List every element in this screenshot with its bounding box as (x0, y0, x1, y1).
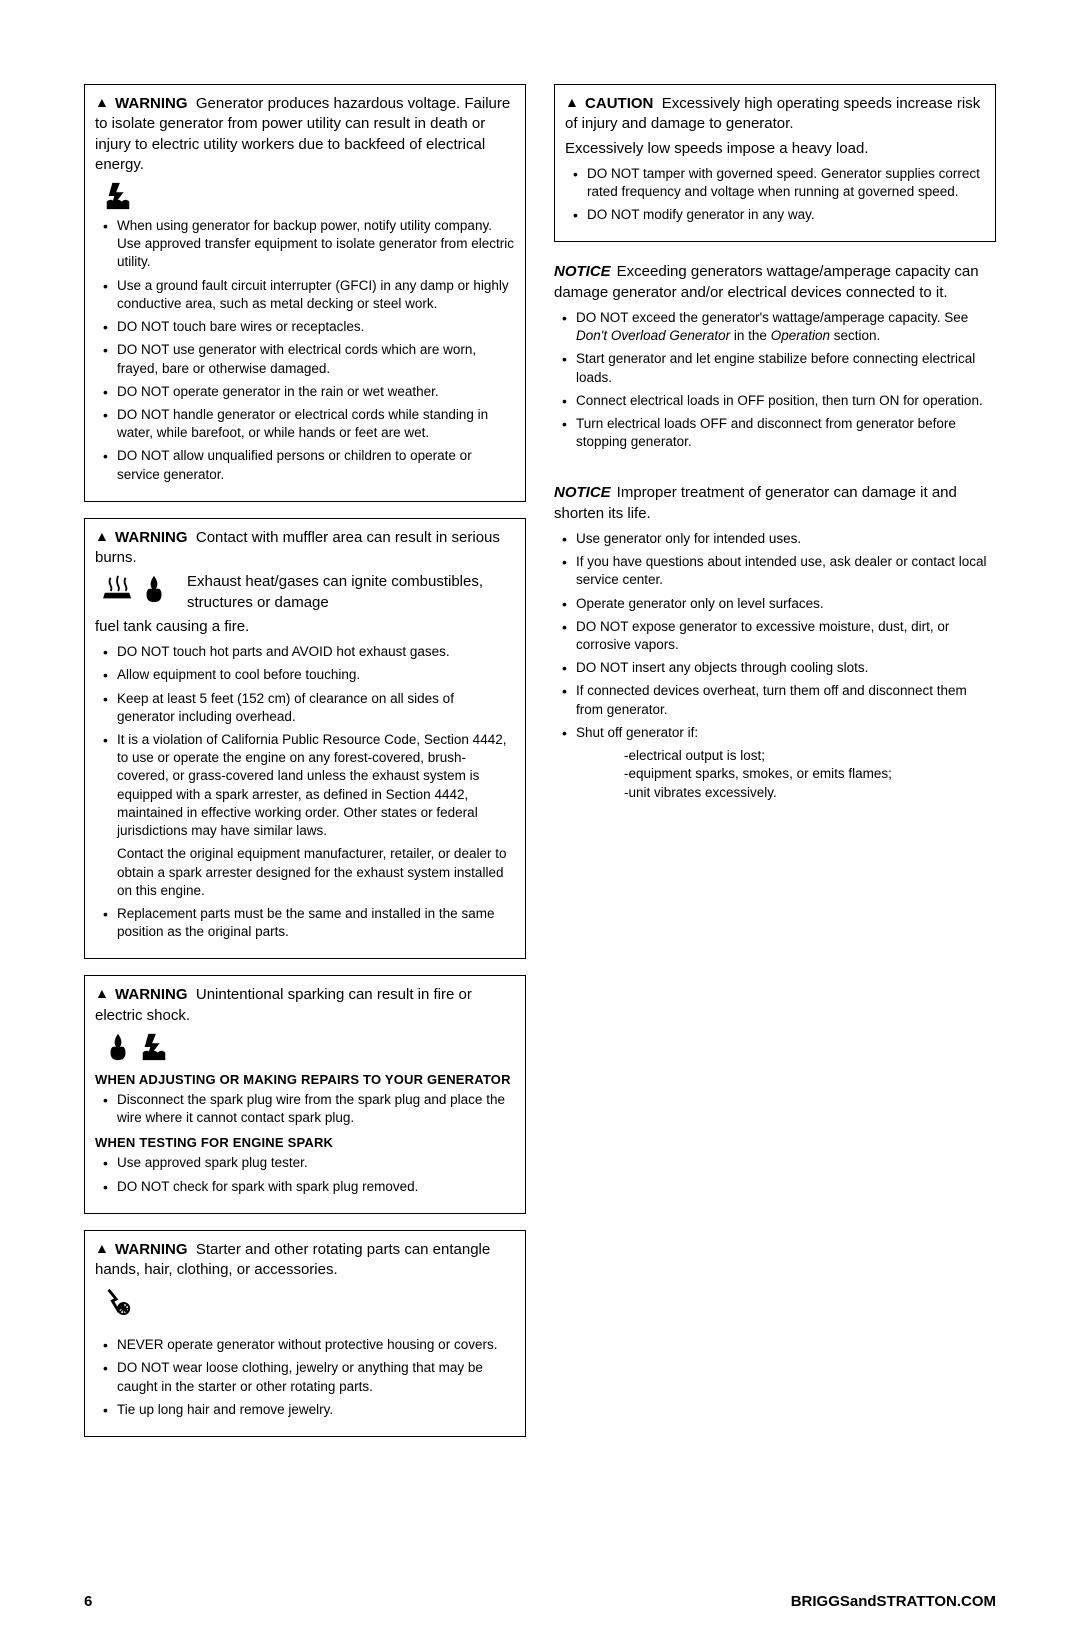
heat-fire-icons (103, 574, 169, 604)
list-item: DO NOT handle generator or electrical co… (95, 406, 515, 442)
notice-text: Exceeding generators wattage/amperage ca… (554, 263, 979, 300)
bullet-list: Disconnect the spark plug wire from the … (95, 1091, 515, 1127)
list-item: Use approved spark plug tester. (95, 1154, 515, 1172)
subhead-adjusting: WHEN ADJUSTING OR MAKING REPAIRS TO YOUR… (95, 1072, 515, 1087)
list-item: DO NOT touch bare wires or receptacles. (95, 318, 515, 336)
bullet-list: NEVER operate generator without protecti… (95, 1336, 515, 1419)
shutoff-sub: -unit vibrates excessively. (554, 784, 996, 802)
list-item: DO NOT touch hot parts and AVOID hot exh… (95, 643, 515, 661)
list-item: DO NOT operate generator in the rain or … (95, 383, 515, 401)
shock-icon (103, 181, 133, 211)
list-item: Turn electrical loads OFF and disconnect… (554, 415, 996, 451)
warning-rotating-box: ▲ WARNING Starter and other rotating par… (84, 1230, 526, 1437)
warning-label: WARNING (115, 95, 188, 112)
list-item: DO NOT insert any objects through coolin… (554, 659, 996, 677)
bullet-list: Use approved spark plug tester. DO NOT c… (95, 1154, 515, 1195)
notice-label: NOTICE (554, 263, 611, 280)
entangle-icon (103, 1286, 133, 1316)
shutoff-sub: -electrical output is lost; (554, 747, 996, 765)
caution-label: CAUTION (585, 95, 653, 112)
continuation-text: fuel tank causing a fire. (95, 617, 515, 637)
list-item: DO NOT modify generator in any way. (565, 206, 985, 224)
notice-label: NOTICE (554, 484, 611, 501)
warning-label: WARNING (115, 986, 188, 1003)
bullet-list: Use generator only for intended uses. If… (554, 530, 996, 742)
caution-line2: Excessively low speeds impose a heavy lo… (565, 139, 985, 159)
sub-note: Contact the original equipment manufactu… (95, 845, 515, 900)
fire-icon (103, 1032, 133, 1062)
shock-icon (139, 1032, 169, 1062)
warning-muffler-box: ▲ WARNING Contact with muffler area can … (84, 518, 526, 960)
list-item: NEVER operate generator without protecti… (95, 1336, 515, 1354)
list-item: Start generator and let engine stabilize… (554, 350, 996, 386)
list-item: DO NOT allow unqualified persons or chil… (95, 447, 515, 483)
list-item: When using generator for backup power, n… (95, 217, 515, 272)
warning-label: WARNING (115, 529, 188, 546)
notice-treatment: NOTICEImproper treatment of generator ca… (554, 483, 996, 524)
alert-triangle-icon: ▲ (95, 1240, 109, 1256)
right-column: ▲ CAUTION Excessively high operating spe… (554, 84, 996, 1453)
notice-wattage: NOTICEExceeding generators wattage/amper… (554, 262, 996, 303)
list-item: Tie up long hair and remove jewelry. (95, 1401, 515, 1419)
shutoff-sub: -equipment sparks, smokes, or emits flam… (554, 765, 996, 783)
fire-icon (139, 574, 169, 604)
bullet-list: When using generator for backup power, n… (95, 217, 515, 484)
alert-triangle-icon: ▲ (95, 528, 109, 544)
list-item: If connected devices overheat, turn them… (554, 682, 996, 718)
left-column: ▲ WARNING Generator produces hazardous v… (84, 84, 526, 1453)
alert-triangle-icon: ▲ (565, 94, 579, 110)
page-footer: 6 BRIGGSandSTRATTON.COM (84, 1593, 996, 1610)
list-item: Replacement parts must be the same and i… (95, 905, 515, 941)
list-item: DO NOT exceed the generator's wattage/am… (554, 309, 996, 345)
warning-heading: ▲ WARNING Unintentional sparking can res… (95, 984, 515, 1026)
alert-triangle-icon: ▲ (95, 94, 109, 110)
list-item: DO NOT use generator with electrical cor… (95, 341, 515, 377)
alert-triangle-icon: ▲ (95, 985, 109, 1001)
caution-heading: ▲ CAUTION Excessively high operating spe… (565, 93, 985, 135)
list-item: DO NOT expose generator to excessive moi… (554, 618, 996, 654)
warning-text-2: Exhaust heat/gases can ignite combustibl… (187, 572, 515, 613)
warning-label: WARNING (115, 1241, 188, 1258)
warning-heading: ▲ WARNING Starter and other rotating par… (95, 1239, 515, 1281)
warning-spark-box: ▲ WARNING Unintentional sparking can res… (84, 975, 526, 1213)
warning-voltage-box: ▲ WARNING Generator produces hazardous v… (84, 84, 526, 502)
bullet-list: Replacement parts must be the same and i… (95, 905, 515, 941)
caution-speed-box: ▲ CAUTION Excessively high operating spe… (554, 84, 996, 242)
content-columns: ▲ WARNING Generator produces hazardous v… (84, 84, 996, 1453)
list-item: Use generator only for intended uses. (554, 530, 996, 548)
fire-shock-icons (103, 1032, 169, 1062)
notice-text: Improper treatment of generator can dama… (554, 484, 957, 521)
list-item: Allow equipment to cool before touching. (95, 666, 515, 684)
list-item: DO NOT check for spark with spark plug r… (95, 1178, 515, 1196)
list-item: It is a violation of California Public R… (95, 731, 515, 840)
list-item: Use a ground fault circuit interrupter (… (95, 277, 515, 313)
brand-url: BRIGGSandSTRATTON.COM (791, 1593, 996, 1610)
list-item: Shut off generator if: (554, 724, 996, 742)
list-item: DO NOT tamper with governed speed. Gener… (565, 165, 985, 201)
list-item: Keep at least 5 feet (152 cm) of clearan… (95, 690, 515, 726)
page-number: 6 (84, 1593, 92, 1610)
list-item: Disconnect the spark plug wire from the … (95, 1091, 515, 1127)
hot-surface-icon (103, 574, 133, 604)
warning-heading: ▲ WARNING Contact with muffler area can … (95, 527, 515, 569)
bullet-list: DO NOT exceed the generator's wattage/am… (554, 309, 996, 452)
bullet-list: DO NOT tamper with governed speed. Gener… (565, 165, 985, 225)
list-item: If you have questions about intended use… (554, 553, 996, 589)
warning-heading: ▲ WARNING Generator produces hazardous v… (95, 93, 515, 175)
subhead-testing: WHEN TESTING FOR ENGINE SPARK (95, 1135, 515, 1150)
list-item: DO NOT wear loose clothing, jewelry or a… (95, 1359, 515, 1395)
bullet-list: DO NOT touch hot parts and AVOID hot exh… (95, 643, 515, 840)
list-item: Connect electrical loads in OFF position… (554, 392, 996, 410)
list-item: Operate generator only on level surfaces… (554, 595, 996, 613)
